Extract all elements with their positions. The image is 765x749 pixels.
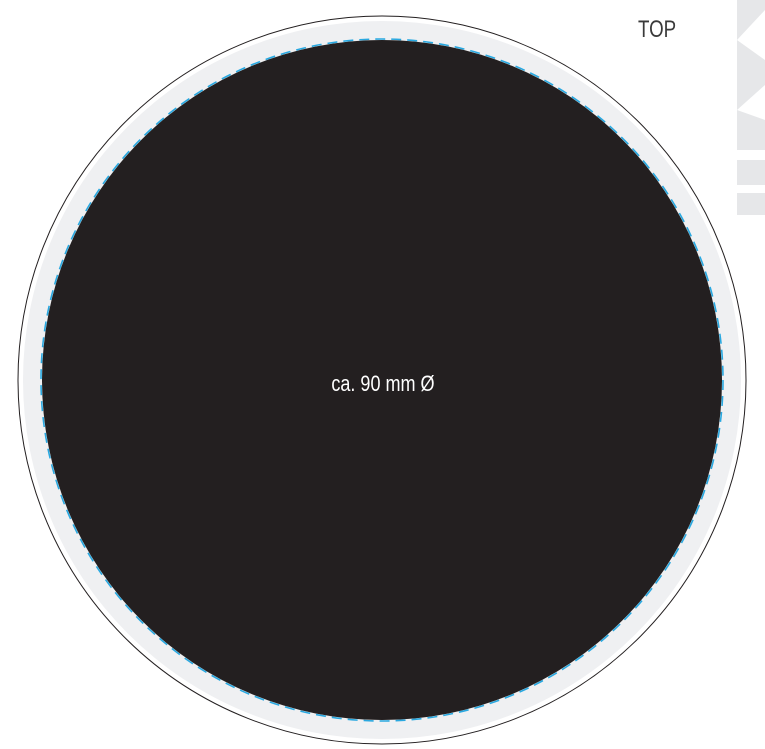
diameter-label-text: ca. 90 mm Ø	[330, 371, 435, 396]
cut-line-circle	[40, 38, 724, 722]
orientation-label: TOP	[638, 16, 677, 43]
corner-logo-mark	[737, 0, 765, 215]
diameter-label: ca. 90 mm Ø	[0, 373, 765, 395]
print-area-circle	[42, 40, 722, 720]
